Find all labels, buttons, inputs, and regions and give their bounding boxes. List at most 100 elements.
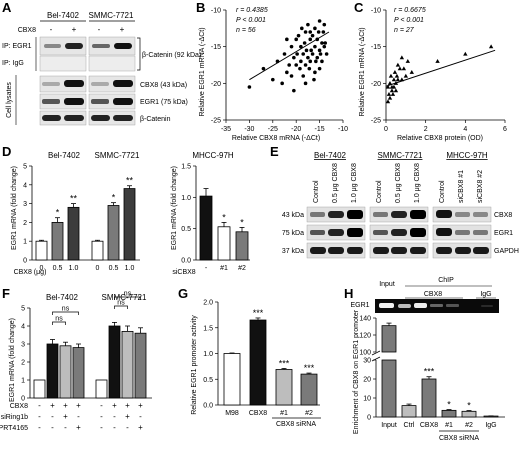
stat-r: r = 0.4385 [236,7,268,14]
bar [300,373,318,406]
y-tick-label: 120 [359,333,371,340]
sign: - [100,412,103,421]
data-point [302,41,307,45]
bar [381,325,397,353]
x-tick-label: CBX8 [420,422,438,429]
data-point [313,70,317,75]
bar [235,231,249,261]
y-tick-label: 3 [21,342,25,349]
panel-g: G Relative EGR1 promoter activity 0.0 0.5… [178,286,321,428]
stat-n: n = 56 [236,27,256,34]
significance-label: *** [304,363,315,373]
data-point [318,52,323,56]
significance-label: * [222,212,226,222]
lane-label: 1.0 μg CBX8 [351,163,358,203]
scatter-plot: -35 -30 -25 -20 -15 -10 -25 -20 -15 -10 [211,8,348,134]
blot-ip [39,36,136,72]
sign: + [76,401,81,410]
data-point [292,88,296,93]
significance-label: ** [126,176,134,186]
data-point [320,41,324,45]
x-tick-label: - [205,265,208,272]
significance-label: *** [424,367,435,377]
data-point [321,30,326,34]
panel-letter-b: B [196,0,205,15]
bar [381,359,397,418]
bar [91,240,104,261]
bar [51,221,64,261]
x-tick-label: 0.5 [109,265,119,272]
mw-label: 43 kDa [282,212,304,219]
significance-label: *** [279,358,290,368]
data-point [385,99,391,104]
y-tick-label: -10 [211,8,221,15]
data-point [282,52,287,56]
panel-b: B Relative EGR1 mRNA (-ΔCt) Relative CBX… [196,0,348,142]
data-point [299,44,303,49]
bar [33,379,46,399]
data-point [313,44,317,49]
data-point [294,37,299,42]
data-point [301,74,306,78]
y-tick-label: -25 [371,118,381,125]
gel-lane-label: Input [379,281,395,288]
data-point [387,95,393,100]
y-tick-label: 0 [21,396,25,403]
sign: - [139,412,142,421]
group-label: CBX8 siRNA [439,435,479,442]
data-point [308,59,313,64]
bar [59,345,72,399]
significance-bracket [114,296,141,300]
y-tick-label: -10 [371,8,381,15]
data-point [285,37,289,42]
x-tick-label: 1.0 [125,265,135,272]
panel-f: F Bel-7402 SMMC-7721 EGR1 mRNA (fold cha… [0,286,152,432]
scatter-plot: 0 2 4 6 -25 -20 -15 -10 [371,8,507,134]
cell-label: SMMC-7721 [102,293,147,302]
data-point [403,73,409,78]
x-tick-label: 6 [503,126,507,133]
data-point [299,59,303,64]
band-label: CBX8 [494,212,512,219]
sign: + [125,412,130,421]
lane-label: siCBX8 #1 [458,170,465,203]
data-point [310,52,315,56]
x-tick-label: Input [381,422,397,429]
bar [108,325,121,399]
data-point [247,85,252,89]
significance-label: * [112,193,116,203]
bar-chart: 0.0 0.5 1.0 1.5 - #1 #2 * * [181,164,250,272]
data-point [307,66,312,71]
y-tick-label: 0.0 [203,403,213,410]
panel-letter-h: H [344,286,353,301]
x-tick-label: #2 [305,410,313,417]
x-tick-label: #2 [465,422,473,429]
y-tick-label: -15 [211,44,221,51]
bar [72,347,85,399]
mw-label: 75 kDa [282,230,304,237]
sign: - [50,25,53,34]
data-point [315,55,320,60]
regression-line [385,49,496,87]
data-point [388,73,394,78]
row-label: siRing1b [1,414,28,421]
bar [249,319,267,406]
data-point [322,44,327,49]
bar [123,188,136,261]
data-point [301,52,306,56]
data-point [394,73,400,78]
y-tick-label: 30 [363,358,371,365]
x-tick-label: #2 [238,265,246,272]
y-tick-label: 4 [23,182,27,189]
x-tick-label: -20 [291,126,301,133]
ns-label: ns [62,306,70,313]
data-point [292,55,296,60]
y-tick-label: -15 [371,44,381,51]
y-tick-label: 1 [21,378,25,385]
sign: - [126,423,129,432]
y-tick-label: 3 [23,201,27,208]
y-tick-label: 0 [23,258,27,265]
